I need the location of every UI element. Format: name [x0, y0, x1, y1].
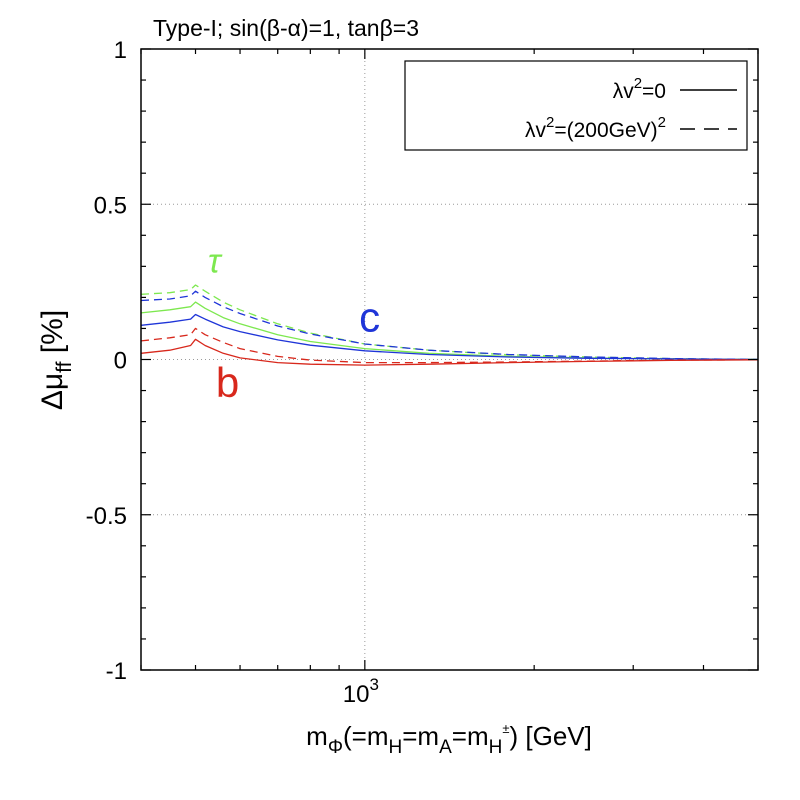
x-axis-label-part: =m [402, 721, 439, 751]
x-axis-label-part: =m [452, 721, 489, 751]
text-layer: -1 -0.5 0 0.5 1 103 Type-I; sin(β-α)=1, tanβ=3… [36, 15, 666, 758]
y-tick-label: 0 [114, 348, 127, 375]
x-tick-label-exp: 3 [369, 675, 378, 694]
x-axis-label-sub: H [489, 737, 503, 758]
legend-label-sup: 2 [634, 75, 642, 92]
frame-layer [140, 48, 759, 671]
x-axis-label-part: (=m [343, 721, 389, 751]
y-tick-label: 1 [114, 37, 127, 64]
series-line-c-solid [140, 313, 759, 361]
legend-box [404, 60, 748, 151]
y-axis-label: Δμff [%] [36, 310, 76, 410]
y-axis-label-unit: [%] [36, 310, 69, 362]
x-axis-label-sub: A [439, 737, 452, 758]
legend-label-base: λv [525, 119, 547, 142]
legend-label-base: λv [613, 80, 635, 103]
x-axis-label-sup: ± [502, 721, 509, 736]
series-line-tau-solid [140, 301, 759, 361]
x-tick-label: 103 [343, 675, 379, 708]
y-axis-label-sub: ff [53, 361, 76, 372]
series-line-b-dashed [140, 327, 759, 364]
x-axis-label-part: m [306, 721, 328, 751]
x-axis-label-part: ) [GeV] [509, 721, 591, 751]
legend-label-rest: =(200GeV) [554, 119, 657, 142]
series-layer [140, 284, 759, 366]
y-tick-label: -0.5 [86, 503, 127, 530]
grid-layer [141, 49, 758, 670]
curve-label-b: b [216, 359, 239, 406]
x-axis-label: mΦ(=mH=mA=mH±) [GeV] [306, 721, 592, 758]
curve-label-c: c [359, 294, 380, 341]
x-tick-label-base: 10 [343, 681, 370, 708]
x-axis-label-sub: H [389, 737, 403, 758]
legend-label: λv2=(200GeV)2 [525, 114, 666, 142]
legend-label-rest: =0 [642, 80, 666, 103]
legend-label: λv2=0 [613, 75, 666, 103]
chart-title: Type-I; sin(β-α)=1, tanβ=3 [153, 15, 419, 41]
x-axis-label-sub: Φ [328, 737, 343, 758]
curve-label-tau: τ [208, 243, 223, 281]
y-axis-label-base: Δμ [36, 373, 69, 410]
series-line-c-dashed [140, 290, 759, 361]
series-line-tau-dashed [140, 284, 759, 361]
y-tick-label: -1 [106, 658, 127, 685]
y-tick-label: 0.5 [94, 192, 127, 219]
legend-label-sup: 2 [658, 114, 666, 131]
legend-label-sup: 2 [546, 114, 554, 131]
